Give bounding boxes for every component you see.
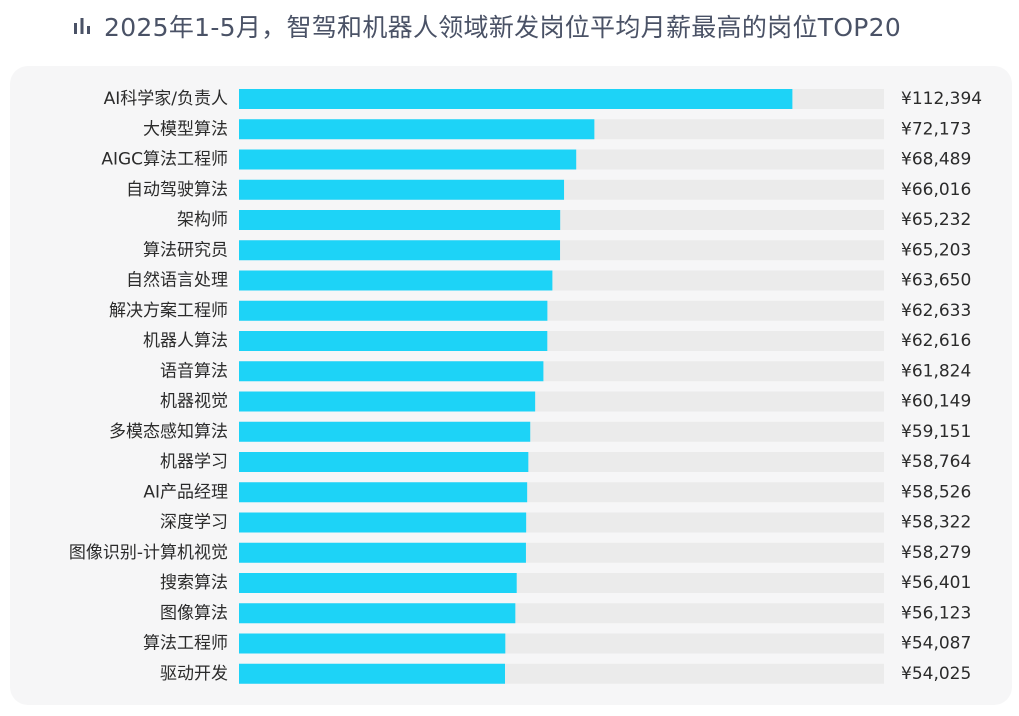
bar <box>239 149 577 170</box>
bar <box>239 119 595 140</box>
category-label: 解决方案工程师 <box>109 301 228 321</box>
chart-panel: AI科学家/负责人 ¥112,394 大模型算法 ¥72,173 AIGC算法工程师 ¥6… <box>10 66 1012 705</box>
category-label: 深度学习 <box>160 513 228 533</box>
value-label: ¥58,322 <box>901 513 971 533</box>
value-label: ¥112,394 <box>901 89 982 109</box>
bar <box>239 663 506 684</box>
bar <box>239 603 516 624</box>
value-label: ¥61,824 <box>901 361 971 381</box>
category-label: AI产品经理 <box>143 482 228 502</box>
bar <box>239 542 526 563</box>
category-label: 算法研究员 <box>143 240 228 260</box>
category-label: 搜索算法 <box>160 573 228 593</box>
category-label: 机器视觉 <box>160 392 228 412</box>
bar <box>239 512 527 533</box>
value-label: ¥54,087 <box>901 634 971 654</box>
value-label: ¥63,650 <box>901 271 971 291</box>
bar <box>239 240 561 261</box>
category-label: 机器人算法 <box>143 331 228 351</box>
value-label: ¥68,489 <box>901 150 971 170</box>
category-label: 自然语言处理 <box>126 271 228 291</box>
category-label: AI科学家/负责人 <box>104 89 228 109</box>
chart-title: 2025年1-5月，智驾和机器人领域新发岗位平均月薪最高的岗位TOP20 <box>104 13 902 42</box>
category-label: 图像识别-计算机视觉 <box>69 543 228 563</box>
bar <box>239 331 548 351</box>
bar <box>239 421 531 442</box>
category-label: 大模型算法 <box>143 119 228 139</box>
bar <box>239 391 536 412</box>
bar-chart: AI科学家/负责人 ¥112,394 大模型算法 ¥72,173 AIGC算法工程师 ¥6… <box>69 89 982 684</box>
value-label: ¥56,401 <box>901 573 971 593</box>
bar <box>239 452 529 472</box>
value-label: ¥58,764 <box>901 452 971 472</box>
category-label: 图像算法 <box>160 603 228 623</box>
value-label: ¥59,151 <box>901 422 971 442</box>
chart-header: 2025年1-5月，智驾和机器人领域新发岗位平均月薪最高的岗位TOP20 <box>72 6 901 46</box>
bar <box>239 270 553 291</box>
category-label: 驱动开发 <box>160 664 228 684</box>
bar <box>239 633 506 654</box>
category-label: 多模态感知算法 <box>109 422 228 442</box>
category-label: 语音算法 <box>160 361 228 381</box>
value-label: ¥62,616 <box>901 331 971 351</box>
bar <box>239 89 793 109</box>
bar <box>239 573 517 593</box>
bar <box>239 482 528 503</box>
bar <box>239 210 561 230</box>
category-label: 自动驾驶算法 <box>126 180 228 200</box>
category-label: AIGC算法工程师 <box>101 150 228 170</box>
bar <box>239 361 544 382</box>
value-label: ¥54,025 <box>901 664 971 684</box>
bar <box>239 300 548 321</box>
bar <box>239 179 565 200</box>
value-label: ¥60,149 <box>901 392 971 412</box>
category-label: 架构师 <box>177 210 228 230</box>
bar-chart-icon <box>74 18 90 34</box>
category-label: 机器学习 <box>160 452 228 472</box>
category-label: 算法工程师 <box>143 634 228 654</box>
value-label: ¥56,123 <box>901 603 971 623</box>
value-label: ¥66,016 <box>901 180 971 200</box>
value-label: ¥58,279 <box>901 543 971 563</box>
value-label: ¥65,203 <box>901 240 971 260</box>
value-label: ¥72,173 <box>901 119 971 139</box>
value-label: ¥58,526 <box>901 482 971 502</box>
value-label: ¥65,232 <box>901 210 971 230</box>
value-label: ¥62,633 <box>901 301 971 321</box>
